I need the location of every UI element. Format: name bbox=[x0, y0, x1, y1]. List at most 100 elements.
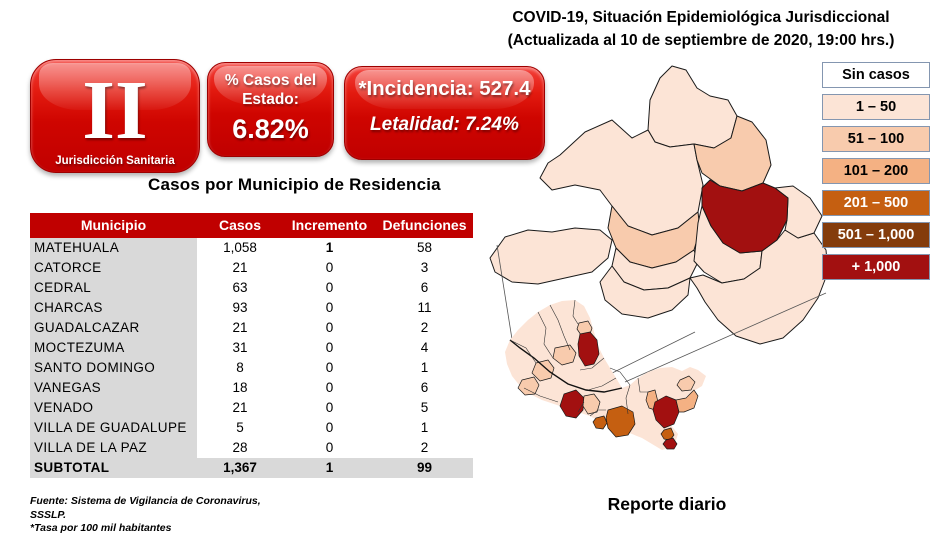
state-patch-west1 bbox=[531, 359, 555, 382]
cell-municipio: SANTO DOMINGO bbox=[30, 358, 197, 378]
cell-defunciones: 1 bbox=[420, 420, 429, 435]
cell-incremento: 0 bbox=[325, 280, 334, 295]
state-patch-west2 bbox=[517, 376, 540, 396]
cell-incremento: 0 bbox=[325, 380, 334, 395]
table-row: VANEGAS 18 0 6 bbox=[30, 378, 473, 398]
municipal-border bbox=[523, 387, 559, 403]
cell-casos: 63 bbox=[232, 280, 248, 295]
municipal-border bbox=[572, 299, 579, 325]
cell-casos: 31 bbox=[232, 340, 248, 355]
cell-casos: 8 bbox=[236, 360, 244, 375]
source-footnote: Fuente: Sistema de Vigilancia de Coronav… bbox=[30, 495, 261, 536]
table-row: SANTO DOMINGO 8 0 1 bbox=[30, 358, 473, 378]
jurisdiction-map bbox=[489, 65, 829, 345]
column-header-municipio: Municipio bbox=[80, 217, 147, 233]
cell-municipio: VILLA DE LA PAZ bbox=[30, 438, 197, 458]
legend-item: + 1,000 bbox=[822, 254, 930, 280]
subtotal-defunciones: 99 bbox=[376, 458, 473, 478]
footnote-line2: SSSLP. bbox=[30, 508, 66, 521]
table-body: MATEHUALA 1,058 1 58 CATORCE 21 0 3 CEDRAL 63 0 6 CH… bbox=[30, 238, 473, 458]
jurisdiction-badge: II Jurisdicción Sanitaria bbox=[30, 59, 200, 173]
cell-casos: 1,058 bbox=[223, 240, 257, 255]
map-caption: Reporte diario bbox=[607, 494, 727, 514]
cell-casos: 21 bbox=[232, 260, 248, 275]
cell-incremento: 0 bbox=[325, 440, 334, 455]
map-region-vanegas bbox=[647, 65, 738, 149]
municipal-border bbox=[589, 409, 606, 417]
municipal-border bbox=[579, 357, 605, 371]
cell-municipio: MOCTEZUMA bbox=[30, 338, 197, 358]
choropleth-map bbox=[489, 65, 829, 450]
cell-municipio: CEDRAL bbox=[30, 278, 197, 298]
cell-municipio: CATORCE bbox=[30, 258, 197, 278]
jurisdiction-roman-numeral: II bbox=[82, 64, 148, 157]
incidence-value: *Incidencia: 527.4 bbox=[358, 77, 531, 100]
page-title: COVID-19, Situación Epidemiológica Juris… bbox=[470, 6, 932, 53]
state-percentage-card: % Casos del Estado: 6.82% bbox=[207, 62, 334, 157]
municipal-border bbox=[609, 367, 631, 386]
cell-defunciones: 58 bbox=[416, 240, 433, 255]
cell-casos: 93 bbox=[232, 300, 248, 315]
state-patch-matehuala bbox=[577, 331, 600, 367]
legend-item: 51 – 100 bbox=[822, 126, 930, 152]
cell-incremento: 0 bbox=[325, 300, 334, 315]
state-patch-east-of-capital bbox=[582, 393, 601, 415]
cell-municipio: VENADO bbox=[30, 398, 197, 418]
table-header: Municipio Casos Incremento Defunciones bbox=[30, 213, 473, 238]
table-subtotal-row: SUBTOTAL 1,367 1 99 bbox=[30, 458, 473, 478]
cell-defunciones: 6 bbox=[420, 280, 429, 295]
legend-item: Sin casos bbox=[822, 62, 930, 88]
map-region-matehuala bbox=[701, 179, 789, 254]
state-percentage-value: 6.82% bbox=[232, 113, 309, 144]
cell-incremento: 0 bbox=[325, 360, 334, 375]
municipal-border bbox=[587, 377, 617, 391]
choropleth-legend: Sin casos 1 – 50 51 – 100 101 – 200 201 – 50… bbox=[822, 62, 930, 286]
legend-item: 1 – 50 bbox=[822, 94, 930, 120]
municipal-border bbox=[549, 304, 571, 351]
state-patch-valles bbox=[652, 395, 680, 429]
map-region-moctezuma bbox=[599, 265, 691, 319]
cell-incremento: 0 bbox=[325, 420, 334, 435]
cell-incremento: 0 bbox=[325, 400, 334, 415]
cell-defunciones: 4 bbox=[420, 340, 429, 355]
state-patch-east-peach bbox=[675, 389, 699, 413]
table-title: Casos por Municipio de Residencia bbox=[148, 175, 441, 194]
legend-item: 501 – 1,000 bbox=[822, 222, 930, 248]
cell-defunciones: 6 bbox=[420, 380, 429, 395]
municipal-border bbox=[637, 377, 648, 393]
column-header-defunciones: Defunciones bbox=[382, 217, 467, 233]
page-title-line1: COVID-19, Situación Epidemiológica Juris… bbox=[512, 9, 890, 26]
municipal-border bbox=[625, 384, 631, 415]
cases-table: Municipio Casos Incremento Defunciones M… bbox=[30, 213, 473, 478]
map-region-cedral bbox=[693, 115, 772, 192]
column-header-casos: Casos bbox=[218, 217, 262, 233]
state-patch-orange-small bbox=[592, 415, 608, 430]
state-jurisdiction-border bbox=[509, 339, 623, 393]
cell-casos: 21 bbox=[232, 400, 248, 415]
cell-municipio: MATEHUALA bbox=[30, 238, 197, 258]
cell-defunciones: 2 bbox=[420, 320, 429, 335]
cell-casos: 18 bbox=[232, 380, 248, 395]
jurisdiction-label: Jurisdicción Sanitaria bbox=[55, 155, 175, 167]
cell-municipio: VANEGAS bbox=[30, 378, 197, 398]
table-row: CATORCE 21 0 3 bbox=[30, 258, 473, 278]
table-row: CHARCAS 93 0 11 bbox=[30, 298, 473, 318]
cell-municipio: VILLA DE GUADALUPE bbox=[30, 418, 197, 438]
table-row: CEDRAL 63 0 6 bbox=[30, 278, 473, 298]
cell-incremento: 0 bbox=[325, 320, 334, 335]
cell-municipio: CHARCAS bbox=[30, 298, 197, 318]
table-row: VILLA DE GUADALUPE 5 0 1 bbox=[30, 418, 473, 438]
table-row: VILLA DE LA PAZ 28 0 2 bbox=[30, 438, 473, 458]
cell-incremento: 0 bbox=[325, 340, 334, 355]
municipal-border bbox=[537, 311, 554, 359]
table-row: VENADO 21 0 5 bbox=[30, 398, 473, 418]
incidence-card: *Incidencia: 527.4 Letalidad: 7.24% bbox=[344, 66, 545, 160]
table-row: MATEHUALA 1,058 1 58 bbox=[30, 238, 473, 258]
cell-defunciones: 2 bbox=[420, 440, 429, 455]
subtotal-incremento: 1 bbox=[283, 458, 376, 478]
subtotal-casos: 1,367 bbox=[197, 458, 283, 478]
state-patch-capital bbox=[559, 389, 585, 419]
cell-casos: 28 bbox=[232, 440, 248, 455]
map-region-santo-domingo bbox=[489, 227, 613, 285]
